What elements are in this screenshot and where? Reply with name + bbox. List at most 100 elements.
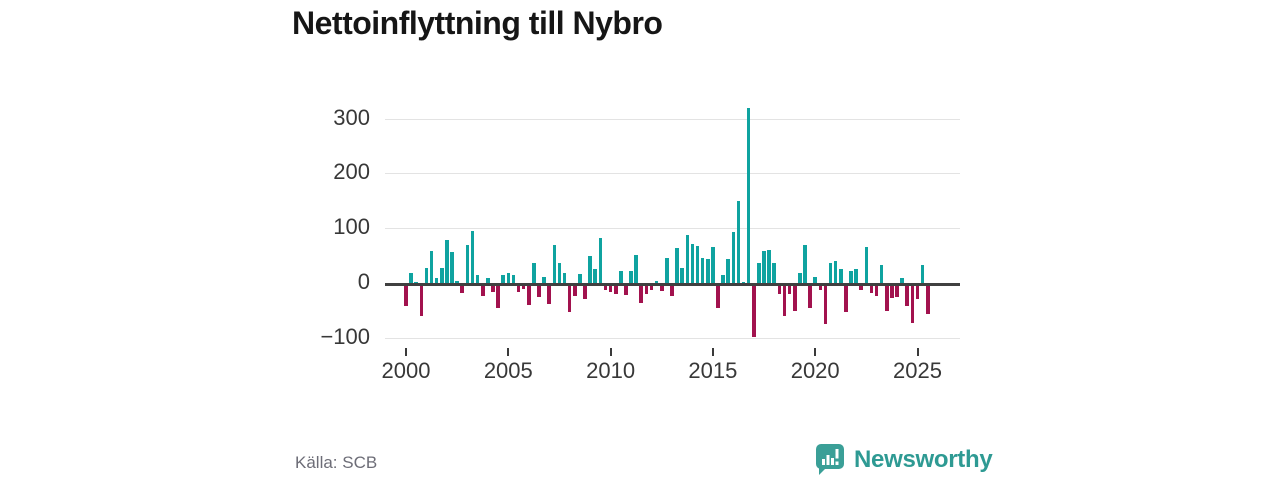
bar-2014Q2 [695,246,700,283]
bar-2001Q3 [434,277,439,283]
bar-2013Q1 [670,285,674,296]
bar-2003Q1 [465,244,470,283]
bar-2012Q2 [654,281,659,283]
bar-2017Q4 [767,249,771,283]
bar-2007Q4 [562,272,567,283]
bar-2017Q2 [757,262,761,283]
bar-2025Q3 [925,285,930,315]
bar-2000Q2 [409,272,413,283]
bar-2025Q2 [920,265,925,283]
bar-2021Q3 [844,285,848,313]
bar-2000Q1 [404,285,408,306]
bar-2019Q4 [808,285,812,309]
y-gridline [385,173,960,175]
bar-2024Q3 [905,285,910,307]
bar-2022Q2 [859,285,864,291]
bar-2011Q4 [644,285,649,295]
bar-2002Q2 [450,252,454,283]
bar-2023Q4 [890,285,894,299]
x-axis-tick [711,348,714,356]
bar-2001Q4 [440,268,444,283]
bar-2022Q1 [854,269,858,283]
bar-2004Q1 [486,278,490,283]
x-axis-label: 2020 [790,358,840,383]
bar-2015Q3 [721,274,725,283]
newsworthy-logo-text: Newsworthy [854,446,993,473]
bar-2007Q2 [552,245,557,283]
bar-2023Q2 [879,264,884,283]
bar-2000Q4 [419,285,424,317]
bar-2020Q2 [818,285,823,290]
bar-2007Q1 [547,285,551,305]
bar-2009Q3 [598,237,603,283]
bar-2019Q1 [792,285,797,312]
y-axis-label: 100 [333,214,370,240]
y-gridline [385,337,960,339]
x-axis-tick [814,348,817,356]
source-note: Källa: SCB [295,453,378,472]
bar-2025Q1 [915,285,920,300]
bar-2001Q2 [429,250,434,283]
bar-2014Q3 [700,258,705,283]
bar-2020Q1 [813,276,817,283]
bar-2010Q2 [613,285,618,295]
bar-2006Q4 [542,276,546,283]
bar-2009Q2 [593,268,598,283]
bar-2018Q2 [777,285,782,295]
bar-2010Q1 [608,285,613,292]
bar-2020Q3 [823,285,828,325]
plot-area: 2000 2005 2010 2015 2020 2025 [382,90,963,390]
bar-2019Q3 [803,245,807,283]
bar-2018Q3 [782,285,787,317]
bar-2004Q4 [501,275,505,283]
bar-2013Q3 [680,267,684,283]
bar-2018Q4 [787,285,792,295]
bar-2014Q1 [690,244,695,283]
bar-2015Q4 [726,259,731,283]
y-axis: 300 200 100 0 −100 [280,90,370,390]
bar-2011Q2 [634,254,638,283]
x-axis-tick [916,348,919,356]
bar-2012Q1 [649,285,654,290]
y-axis-label: −100 [320,323,370,349]
bar-2016Q3 [741,282,746,283]
bar-2024Q1 [895,285,899,297]
y-axis-label: 200 [333,159,370,185]
bar-2005Q4 [521,285,526,290]
bar-2002Q1 [445,239,449,283]
bar-2005Q1 [506,273,511,283]
bar-2021Q2 [838,269,843,283]
bar-2003Q2 [470,230,475,283]
bar-2011Q3 [639,285,644,304]
x-axis-tick [609,348,612,356]
bar-2014Q4 [705,259,710,283]
bar-2005Q3 [516,285,521,292]
bar-2002Q4 [460,285,465,294]
bar-2023Q1 [874,285,879,296]
bar-2021Q1 [833,261,838,283]
x-axis-tick [405,348,407,356]
bar-2008Q4 [583,285,587,300]
bar-2005Q2 [511,274,516,283]
bar-2021Q4 [849,271,853,283]
y-gridline [385,118,960,120]
bar-2018Q1 [772,263,777,283]
bar-2010Q4 [624,285,628,295]
bar-2015Q1 [711,246,715,283]
x-axis-label: 2005 [483,358,533,383]
bar-2016Q1 [731,232,736,283]
x-axis-label: 2015 [688,358,738,383]
bar-2022Q3 [864,247,869,283]
newsworthy-logo-icon [816,444,844,475]
bar-2017Q1 [752,285,756,338]
x-axis-label: 2000 [381,358,431,383]
bar-2015Q2 [716,285,720,309]
bar-2000Q3 [414,281,419,283]
x-axis-label: 2025 [893,358,942,383]
bar-2011Q1 [629,271,633,283]
y-axis-label: 300 [333,104,370,130]
bar-2016Q2 [736,200,741,283]
newsworthy-branding: Newsworthy [812,442,993,478]
page-title: Nettoinflyttning till Nybro [292,5,663,41]
bar-2024Q2 [900,278,904,283]
